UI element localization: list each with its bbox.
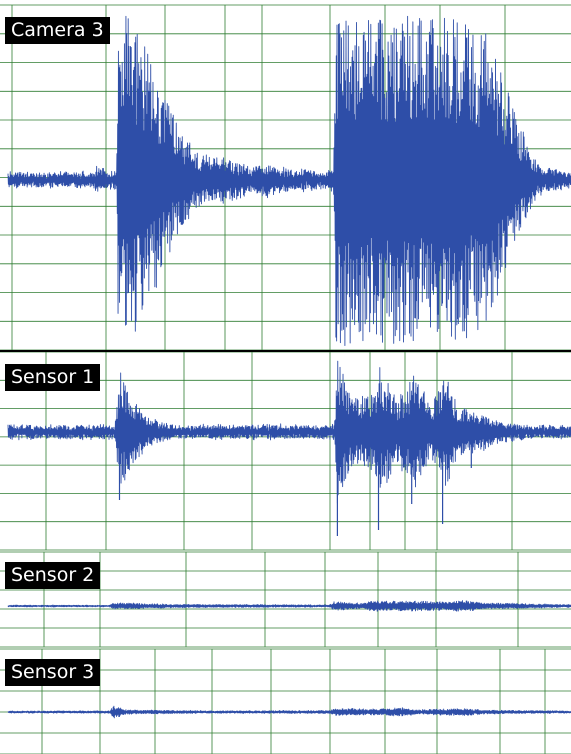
waveform-trace-4: [8, 706, 571, 718]
waveform-trace-1: [8, 16, 571, 345]
panel-label-sensor-2: Sensor 2: [5, 562, 100, 589]
waveform-trace-3: [8, 601, 571, 612]
panel-label-camera-3: Camera 3: [5, 17, 110, 44]
panel-label-sensor-3: Sensor 3: [5, 659, 100, 686]
panel-label-sensor-1: Sensor 1: [5, 364, 100, 391]
